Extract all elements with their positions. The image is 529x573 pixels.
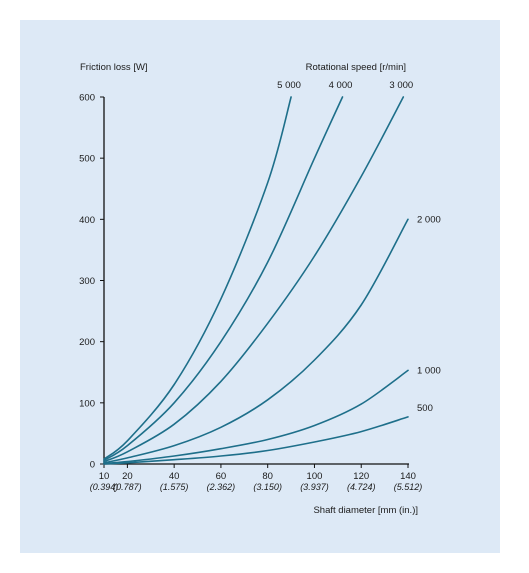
y-tick-label: 300	[79, 276, 95, 287]
series-label: 2 000	[417, 214, 441, 225]
series-label: 3 000	[389, 80, 413, 91]
y-tick-label: 0	[90, 460, 95, 471]
x-tick-label-inch: (3.937)	[300, 482, 329, 492]
x-tick-label: 100	[307, 471, 323, 482]
x-tick-label: 10	[99, 471, 110, 482]
x-tick-label: 60	[216, 471, 227, 482]
x-tick-label-inch: (3.150)	[253, 482, 282, 492]
x-tick-label: 140	[400, 471, 416, 482]
y-tick-label: 400	[79, 215, 95, 226]
x-tick-label: 40	[169, 471, 180, 482]
series-label: 1 000	[417, 365, 441, 376]
y-axis-label: Friction loss [W]	[80, 62, 148, 73]
series-label: 5 000	[277, 80, 301, 91]
chart-panel: Friction loss [W] Rotational speed [r/mi…	[20, 20, 500, 553]
x-tick-label: 120	[353, 471, 369, 482]
axes: 010020030040050060010(0.394)20(0.787)40(…	[79, 93, 422, 493]
series-line	[103, 96, 292, 460]
series-line	[103, 96, 405, 463]
y-tick-label: 200	[79, 337, 95, 348]
series-labels: 5 000 4 000 3 000 2 000 1 000 500	[277, 80, 441, 414]
series-layer	[103, 96, 409, 465]
y-tick-label: 100	[79, 398, 95, 409]
x-tick-label-inch: (5.512)	[394, 482, 423, 492]
x-tick-label-inch: (0.394)	[90, 482, 119, 492]
x-tick-label: 80	[262, 471, 273, 482]
x-tick-label-inch: (2.362)	[207, 482, 236, 492]
series-line	[103, 96, 344, 462]
x-tick-label: 20	[122, 471, 133, 482]
x-tick-label-inch: (1.575)	[160, 482, 189, 492]
x-tick-label-inch: (0.787)	[113, 482, 142, 492]
series-line	[103, 218, 409, 464]
series-label: 500	[417, 403, 433, 414]
x-tick-label-inch: (4.724)	[347, 482, 376, 492]
y-tick-label: 600	[79, 93, 95, 104]
legend-title: Rotational speed [r/min]	[306, 62, 406, 73]
friction-loss-chart: Friction loss [W] Rotational speed [r/mi…	[79, 62, 441, 516]
series-line	[103, 369, 409, 465]
series-line	[103, 416, 409, 465]
x-axis-label: Shaft diameter [mm (in.)]	[313, 505, 418, 516]
y-tick-label: 500	[79, 154, 95, 165]
series-label: 4 000	[329, 80, 353, 91]
